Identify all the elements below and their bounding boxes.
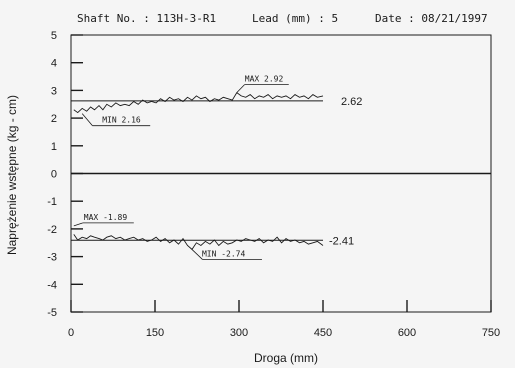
y-tick-label: 2 <box>51 113 57 125</box>
series-line-negative <box>73 234 324 251</box>
series-line-positive <box>73 91 324 114</box>
annotation-label: MIN -2.74 <box>202 249 246 258</box>
x-tick-label: 600 <box>398 327 416 339</box>
x-tick-label: 450 <box>314 327 332 339</box>
header-shaft: Shaft No. : 113H-3-R1 <box>77 12 216 25</box>
annotation-leader <box>73 222 83 227</box>
y-tick-label: 3 <box>51 85 57 97</box>
y-tick-label: -3 <box>47 252 57 264</box>
annotation-leader <box>81 113 93 126</box>
x-axis-label: Droga (mm) <box>254 351 318 365</box>
y-tick-label: 5 <box>51 30 57 42</box>
x-tick-label: 750 <box>482 327 500 339</box>
y-tick-label: -1 <box>47 196 57 208</box>
reference-line-label: 2.62 <box>341 96 362 108</box>
y-tick-label: -5 <box>47 307 57 319</box>
plot-area: 5 4 3 2 1 0 -1 -2 -3 -4 -5 0 150 300 450 600 750 2.62 -2.4… <box>47 30 500 339</box>
header-date: Date : 08/21/1997 <box>375 12 488 25</box>
y-tick-label: -4 <box>47 279 57 291</box>
reference-line-label: -2.41 <box>329 235 354 247</box>
y-tick-label: 1 <box>51 141 57 153</box>
x-tick-label: 150 <box>146 327 164 339</box>
y-tick-label: 4 <box>51 58 57 70</box>
annotation-leader <box>191 249 203 260</box>
header-lead: Lead (mm) : 5 <box>252 12 338 25</box>
x-tick-label: 300 <box>230 327 248 339</box>
annotation-leader <box>236 84 245 93</box>
y-axis-label: Naprężenie wstępne (kg - cm) <box>5 95 19 255</box>
y-tick-label: -2 <box>47 224 57 236</box>
y-tick-label: 0 <box>51 169 57 181</box>
annotation-label: MAX 2.92 <box>245 75 284 84</box>
annotation-label: MAX -1.89 <box>84 213 128 222</box>
annotation-label: MIN 2.16 <box>102 116 141 125</box>
x-tick-label: 0 <box>68 327 74 339</box>
